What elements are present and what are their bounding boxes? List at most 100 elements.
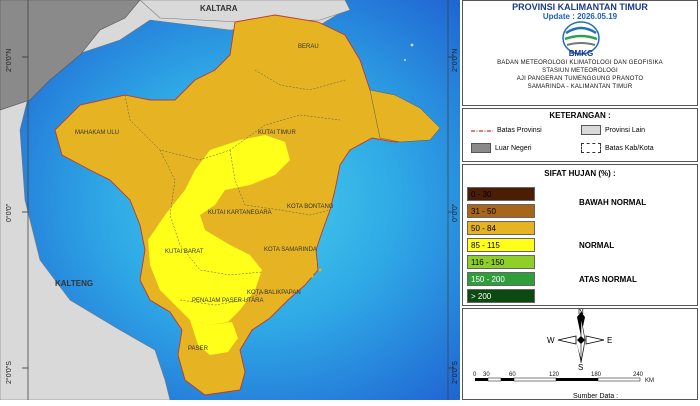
compass-n: N <box>578 309 584 316</box>
legend-kab-border: Batas Kab/Kota <box>581 143 654 153</box>
data-source-label: Sumber Data : <box>573 393 618 400</box>
logo-arc <box>564 34 598 41</box>
island <box>310 274 314 278</box>
category-normal: NORMAL <box>579 241 615 250</box>
rain-class-row: 50 - 84 <box>467 221 535 235</box>
org-line-4: SAMARINDA - KALIMANTAN TIMUR <box>527 84 633 90</box>
rainfall-heading: SIFAT HUJAN (%) : <box>544 169 616 178</box>
rain-swatch <box>467 221 535 235</box>
rain-label: 150 - 200 <box>471 274 505 284</box>
label-kutai-kartanegara: KUTAI KARTANEGARA <box>208 210 272 216</box>
org-line-1: BADAN METEOROLOGI KLIMATOLOGI DAN GEOFIS… <box>497 60 663 66</box>
compass-s: S <box>578 363 583 372</box>
scale-tick: 180 <box>591 372 602 378</box>
legend-label: Batas Provinsi <box>497 127 542 134</box>
label-kutai-timur: KUTAI TIMUR <box>258 130 296 136</box>
map-title: PROVINSI KALIMANTAN TIMUR <box>512 2 648 12</box>
bmkg-logo: BMKG <box>562 21 600 58</box>
lat-label-north-left: 2°0'0"N <box>6 48 13 72</box>
logo-arc <box>566 42 596 46</box>
rain-label: > 200 <box>471 291 492 301</box>
rain-class-row: > 200 <box>467 289 535 303</box>
kab-border <box>159 149 263 276</box>
kab-border <box>229 149 331 216</box>
compass-scale-panel: N W E S 0 30 60 120 180 240 KM Sumber Da… <box>462 307 698 400</box>
rain-class-row: 150 - 200 <box>467 272 535 286</box>
rain-label: 85 - 115 <box>471 240 500 250</box>
label-kota-balikpapan: KOTA BALIKPAPAN <box>247 290 301 296</box>
island <box>318 268 322 272</box>
logo-arc <box>565 26 597 35</box>
legend-label: Provinsi Lain <box>605 126 646 134</box>
legend-label: Batas Kab/Kota <box>605 144 654 152</box>
logo-text: BMKG <box>569 49 593 58</box>
island <box>398 98 402 102</box>
keterangan-heading: KETERANGAN : <box>549 111 611 120</box>
keterangan-panel: KETERANGAN : Batas Provinsi Provinsi Lai… <box>462 108 698 162</box>
rainfall-legend-panel: SIFAT HUJAN (%) : 0 - 30 31 - 50 50 - 84… <box>462 164 698 306</box>
red-line-icon <box>471 129 493 132</box>
legend-province-border: Batas Provinsi <box>471 127 542 134</box>
rain-class-row: 85 - 115 <box>467 238 535 252</box>
rain-label: 116 - 150 <box>471 257 505 267</box>
label-penajam: PENAJAM PASER UTARA <box>192 298 263 304</box>
rain-label: 50 - 84 <box>471 223 496 233</box>
rain-class-row: 0 - 30 <box>467 187 535 201</box>
lat-label-south-right: 2°0'0"S <box>452 361 459 384</box>
label-kota-samarinda: KOTA SAMARINDA <box>264 247 317 253</box>
normal-rain-zone <box>148 135 290 325</box>
island <box>313 260 317 264</box>
scale-tick: 120 <box>549 372 560 378</box>
scale-unit: KM <box>645 378 654 384</box>
lat-label-south-left: 2°0'0"S <box>6 361 13 384</box>
label-berau: BERAU <box>298 44 319 50</box>
category-above-normal: ATAS NORMAL <box>579 275 637 284</box>
map-frame: KALTARA KALTENG BERAU MAHAKAM ULU KUTAI … <box>0 0 460 400</box>
label-kutai-barat: KUTAI BARAT <box>165 249 204 255</box>
rain-swatch <box>467 272 535 286</box>
rain-class-row: 31 - 50 <box>467 204 535 218</box>
rain-swatch <box>467 255 535 269</box>
scale-tick: 0 <box>473 372 477 378</box>
lat-label-equator-right: 0°0'0" <box>452 203 459 222</box>
org-line-2: STASIUN METEOROLOGI <box>542 68 618 74</box>
org-line-3: AJI PANGERAN TUMENGGUNG PRANOTO <box>516 76 644 82</box>
header-panel: PROVINSI KALIMANTAN TIMUR Update : 2026.… <box>462 0 698 106</box>
label-kota-bontang: KOTA BONTANG <box>287 204 334 210</box>
lat-label-equator-left: 0°0'0" <box>6 203 13 222</box>
scale-tick: 30 <box>483 372 490 378</box>
north-arrow-icon <box>557 312 605 364</box>
scale-tick: 60 <box>509 372 516 378</box>
lat-label-north-right: 2°0'0"N <box>452 48 459 72</box>
light-box-icon <box>581 125 601 135</box>
label-mahakam-ulu: MAHAKAM ULU <box>75 130 119 136</box>
label-paser: PASER <box>188 346 209 352</box>
kaltara-land <box>139 0 351 23</box>
berau-peninsula <box>369 89 441 143</box>
legend-foreign: Luar Negeri <box>471 143 532 153</box>
rain-label: 0 - 30 <box>471 189 492 199</box>
island <box>410 43 414 47</box>
legend-label: Luar Negeri <box>495 144 532 152</box>
foreign-land <box>0 0 141 111</box>
kab-border <box>124 94 341 161</box>
scale-bar <box>475 377 641 382</box>
rain-swatch <box>467 289 535 303</box>
rain-label: 31 - 50 <box>471 206 496 216</box>
category-below-normal: BAWAH NORMAL <box>579 198 647 207</box>
legend-other-province: Provinsi Lain <box>581 125 645 135</box>
rain-swatch <box>467 187 535 201</box>
kab-border <box>254 69 346 91</box>
kab-border <box>179 289 271 306</box>
normal-rain-zone-south <box>190 320 238 355</box>
rain-swatch <box>467 238 535 252</box>
label-kaltara: KALTARA <box>200 4 238 13</box>
island <box>404 59 406 61</box>
compass-w: W <box>547 336 555 345</box>
rain-swatch <box>467 204 535 218</box>
update-date: Update : 2026.05.19 <box>542 12 618 21</box>
dashed-box-icon <box>581 143 601 153</box>
rain-class-row: 116 - 150 <box>467 255 535 269</box>
label-kalteng: KALTENG <box>55 279 93 288</box>
